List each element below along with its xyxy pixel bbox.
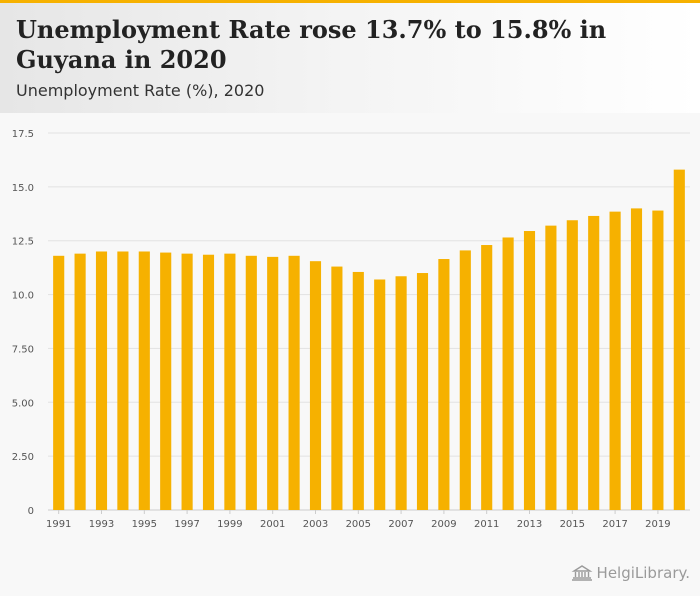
x-tick-label: 2009 — [431, 519, 456, 530]
bar — [309, 261, 322, 510]
bar — [481, 245, 493, 510]
y-tick-label: 10.0 — [12, 291, 34, 302]
bar — [545, 225, 557, 510]
chart-header: Unemployment Rate rose 13.7% to 15.8% in… — [0, 3, 700, 113]
bar — [673, 169, 685, 510]
bar — [245, 255, 257, 510]
bar — [331, 266, 343, 510]
helgilibrary-logo[interactable]: HelgiLibrary. — [571, 564, 690, 582]
bar — [374, 279, 386, 510]
chart-title: Unemployment Rate rose 13.7% to 15.8% in… — [16, 15, 607, 74]
bar — [95, 251, 108, 510]
x-tick-label: 2007 — [388, 519, 413, 530]
bar — [117, 251, 129, 510]
bar — [566, 220, 578, 510]
bar — [352, 271, 364, 510]
y-tick-label: 15.0 — [12, 183, 34, 194]
bar — [395, 276, 407, 510]
x-tick-label: 2011 — [474, 519, 499, 530]
x-tick-label: 1995 — [132, 519, 157, 530]
bar-chart: 0 2.50 5.00 7.50 10.0 12.5 15.0 17.5 1991 1993 199… — [12, 129, 690, 530]
bar — [459, 250, 471, 510]
bar — [416, 273, 429, 510]
bar — [202, 254, 215, 510]
x-tick-label: 2019 — [645, 519, 670, 530]
chart-subtitle: Unemployment Rate (%), 2020 — [16, 81, 265, 100]
bar — [630, 208, 643, 510]
x-tick-label: 2015 — [560, 519, 585, 530]
x-tick-label: 1993 — [89, 519, 114, 530]
chart-area: 0 2.50 5.00 7.50 10.0 12.5 15.0 17.5 1991 1993 199… — [0, 113, 700, 596]
y-tick-label: 2.50 — [12, 452, 34, 463]
x-tick-label: 1997 — [174, 519, 199, 530]
x-tick-label: 1991 — [46, 519, 71, 530]
bar — [502, 237, 514, 510]
bar — [438, 259, 450, 510]
bar — [588, 215, 600, 510]
logo-text: HelgiLibrary. — [596, 564, 690, 582]
y-tick-label: 17.5 — [12, 129, 34, 140]
y-tick-label: 12.5 — [12, 237, 34, 248]
x-tick-label: 2005 — [346, 519, 371, 530]
y-tick-label: 5.00 — [12, 398, 34, 409]
y-tick-label: 7.50 — [12, 344, 34, 355]
bar — [53, 255, 65, 510]
x-tick-label: 2017 — [602, 519, 627, 530]
bar — [652, 210, 664, 510]
top-accent-bar — [0, 0, 700, 3]
bar — [267, 256, 279, 510]
y-tick-label: 0 — [28, 506, 34, 517]
bar — [74, 253, 86, 510]
x-tick-label: 2001 — [260, 519, 285, 530]
bar — [609, 211, 621, 510]
x-tick-label: 2013 — [517, 519, 542, 530]
bar — [224, 253, 236, 510]
bar — [523, 231, 536, 510]
x-tick-label: 1999 — [217, 519, 242, 530]
bar — [160, 252, 172, 510]
bar — [288, 255, 300, 510]
bar — [138, 251, 150, 510]
x-tick-label: 2003 — [303, 519, 328, 530]
library-building-icon — [571, 565, 592, 581]
bar — [181, 253, 193, 510]
